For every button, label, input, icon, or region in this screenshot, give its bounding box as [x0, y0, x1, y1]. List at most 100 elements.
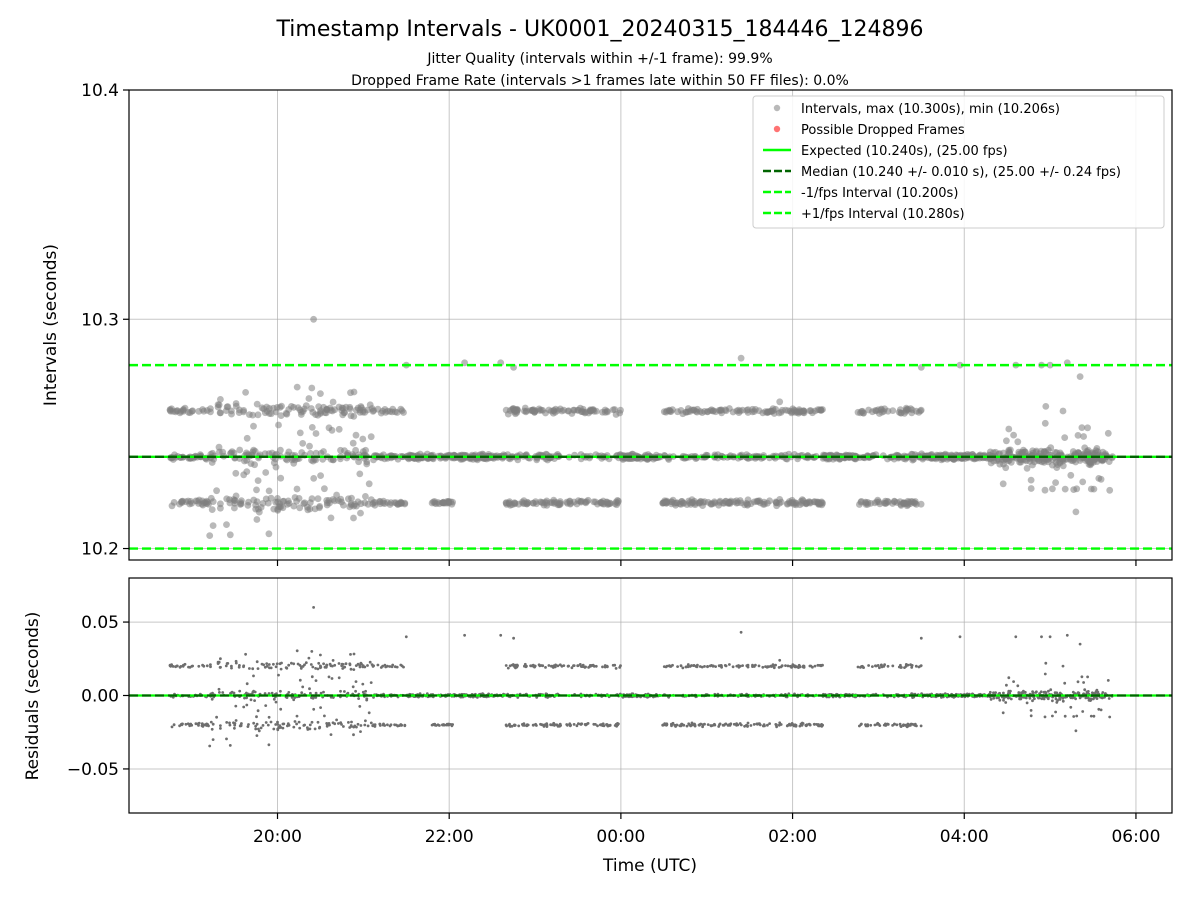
interval-point [690, 406, 697, 414]
residual-point [337, 676, 341, 680]
residual-point [268, 666, 271, 670]
residual-point [335, 718, 338, 722]
interval-point [368, 405, 376, 412]
residual-point [1081, 710, 1085, 713]
residual-point [181, 722, 184, 726]
residual-point [394, 723, 398, 727]
interval-point [776, 398, 784, 406]
residual-point [958, 635, 962, 639]
interval-point [1081, 444, 1089, 452]
interval-point [169, 408, 177, 415]
residual-point [1072, 715, 1076, 718]
interval-point [884, 407, 892, 415]
interval-point [1067, 471, 1075, 479]
residual-point [372, 696, 375, 699]
residual-point [914, 664, 918, 668]
residual-point [306, 726, 309, 730]
residual-point [438, 724, 441, 727]
residual-point [263, 692, 267, 695]
interval-point [817, 499, 825, 507]
interval-point [231, 499, 239, 507]
residual-point [357, 697, 360, 700]
interval-point [777, 498, 785, 506]
residual-point [264, 721, 268, 724]
residual-point [280, 661, 283, 665]
interval-point [537, 406, 545, 414]
residual-point [310, 650, 314, 653]
residual-point [1001, 711, 1005, 715]
residual-point [233, 726, 236, 730]
residual-point [403, 724, 407, 728]
residual-point [588, 664, 592, 667]
interval-point [361, 408, 369, 416]
x-axis-label: Time (UTC) [602, 856, 697, 876]
residual-point [919, 724, 923, 728]
residual-point [281, 726, 285, 730]
residual-point [517, 724, 521, 728]
residual-point [911, 722, 915, 726]
residual-point [566, 723, 569, 727]
residual-point [866, 723, 870, 727]
residual-point [239, 723, 243, 727]
residual-point [904, 724, 908, 728]
residual-point [617, 722, 620, 726]
residual-point [359, 661, 363, 665]
interval-point [1106, 486, 1114, 494]
interval-point [691, 499, 699, 507]
interval-point [265, 487, 273, 495]
interval-point [341, 409, 349, 416]
residual-point [755, 722, 759, 726]
residual-point [877, 723, 881, 726]
residual-point [168, 663, 172, 667]
residual-point [1106, 679, 1110, 682]
residual-point [504, 723, 508, 727]
residual-point [276, 722, 279, 726]
residual-point [743, 724, 746, 728]
residual-point [695, 665, 699, 669]
residual-point [608, 723, 612, 727]
interval-point [232, 469, 240, 477]
residual-point [257, 729, 261, 733]
interval-point [1070, 486, 1078, 493]
residual-point [174, 665, 178, 669]
interval-point [709, 500, 716, 508]
residual-point [998, 698, 1002, 702]
interval-point [302, 402, 310, 409]
interval-point [188, 500, 196, 507]
residual-point [794, 724, 798, 728]
residual-point [367, 711, 371, 715]
residual-point [202, 664, 206, 668]
interval-point [338, 498, 345, 506]
interval-point [1010, 431, 1017, 439]
interval-point [799, 497, 807, 504]
residual-point [791, 723, 795, 727]
residual-point [811, 665, 814, 669]
residual-point [209, 665, 212, 669]
residual-point [313, 727, 317, 731]
residual-point [724, 722, 728, 726]
residual-point [913, 722, 917, 726]
residual-point [210, 727, 214, 731]
interval-point [1007, 458, 1015, 466]
residual-point [210, 697, 214, 701]
residual-point [352, 733, 355, 737]
residual-point [1009, 697, 1013, 701]
residual-point [504, 664, 508, 667]
residual-point [856, 665, 860, 669]
residual-point [1040, 697, 1044, 701]
residual-point [230, 666, 233, 670]
interval-point [908, 406, 916, 414]
residual-point [322, 662, 325, 666]
residual-point [378, 724, 382, 727]
interval-point [359, 448, 367, 455]
residual-point [276, 720, 279, 724]
residual-point [353, 724, 357, 728]
intervals-y-tick-label: 10.4 [81, 81, 119, 101]
interval-point [265, 450, 273, 458]
residual-point [777, 666, 781, 669]
interval-point [556, 498, 564, 505]
residual-point [340, 662, 344, 666]
interval-point [1104, 429, 1112, 437]
interval-point [616, 409, 624, 417]
residual-point [218, 666, 222, 669]
